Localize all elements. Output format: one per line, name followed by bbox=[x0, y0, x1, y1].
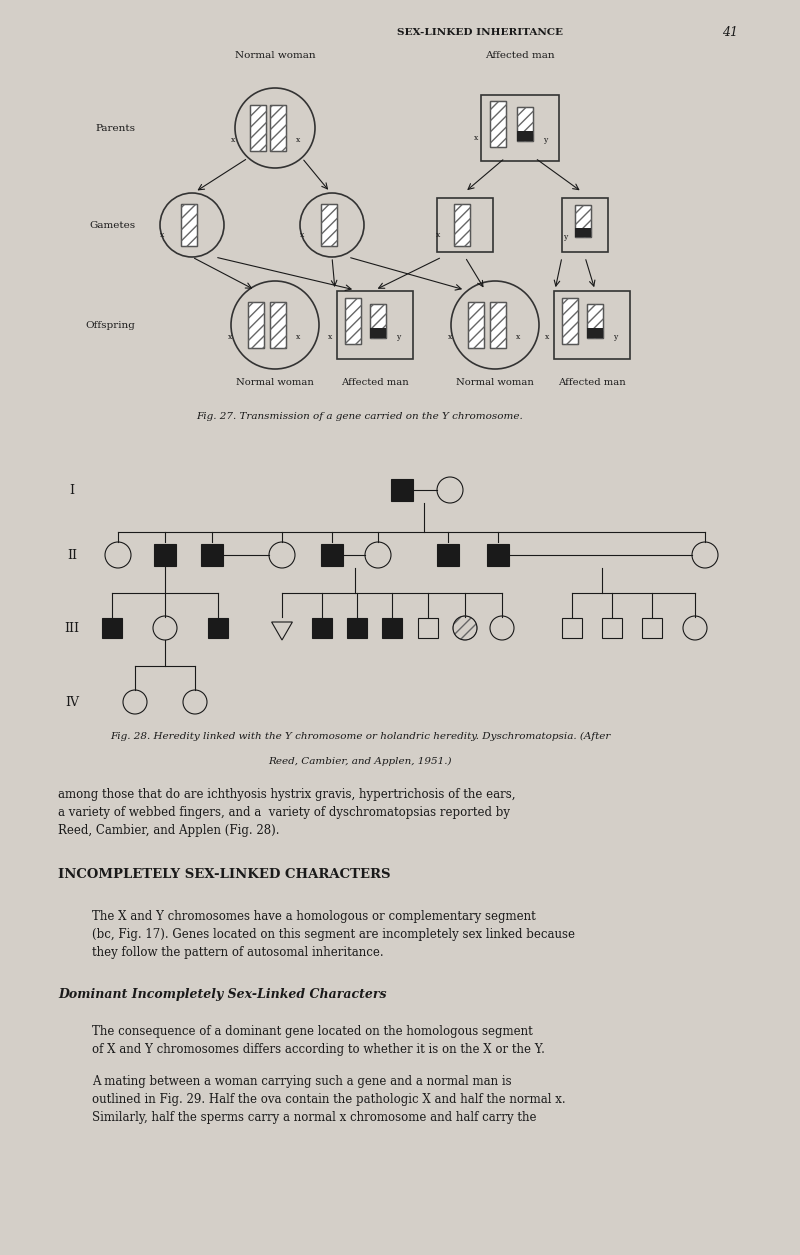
Bar bbox=[454, 205, 470, 246]
Bar bbox=[270, 105, 286, 151]
Text: Dominant Incompletely Sex-Linked Characters: Dominant Incompletely Sex-Linked Charact… bbox=[58, 988, 386, 1001]
Bar bbox=[102, 617, 122, 638]
Text: Normal woman: Normal woman bbox=[234, 51, 315, 60]
Text: INCOMPLETELY SEX-LINKED CHARACTERS: INCOMPLETELY SEX-LINKED CHARACTERS bbox=[58, 868, 390, 881]
Bar bbox=[250, 105, 266, 151]
Bar bbox=[250, 105, 266, 151]
Bar bbox=[321, 543, 343, 566]
Text: x: x bbox=[231, 136, 235, 144]
Bar bbox=[562, 297, 578, 344]
Bar bbox=[602, 617, 622, 638]
Text: A mating between a woman carrying such a gene and a normal man is
outlined in Fi: A mating between a woman carrying such a… bbox=[92, 1076, 566, 1124]
Text: IV: IV bbox=[65, 695, 79, 709]
Text: x: x bbox=[160, 231, 164, 238]
Text: III: III bbox=[65, 621, 79, 635]
Text: Affected man: Affected man bbox=[341, 378, 409, 387]
Bar bbox=[587, 304, 602, 338]
Bar bbox=[370, 304, 386, 338]
Bar bbox=[248, 302, 264, 348]
Text: y: y bbox=[543, 136, 547, 144]
Text: Reed, Cambier, and Applen, 1951.): Reed, Cambier, and Applen, 1951.) bbox=[268, 757, 452, 766]
Bar bbox=[208, 617, 228, 638]
Bar bbox=[518, 107, 533, 141]
Bar bbox=[270, 302, 286, 348]
Text: x: x bbox=[300, 231, 304, 238]
Text: x: x bbox=[296, 333, 300, 341]
Bar bbox=[270, 105, 286, 151]
Text: x: x bbox=[228, 333, 232, 341]
Text: Affected man: Affected man bbox=[558, 378, 626, 387]
Bar bbox=[322, 205, 337, 246]
Bar bbox=[346, 297, 361, 344]
Bar bbox=[487, 543, 509, 566]
Bar bbox=[468, 302, 484, 348]
Bar bbox=[587, 329, 602, 338]
Text: II: II bbox=[67, 548, 77, 561]
Text: 41: 41 bbox=[722, 25, 738, 39]
Bar bbox=[490, 100, 506, 147]
Bar bbox=[370, 304, 386, 338]
Bar bbox=[490, 302, 506, 348]
Text: x: x bbox=[474, 134, 478, 142]
Bar bbox=[248, 302, 264, 348]
Bar bbox=[346, 297, 361, 344]
Bar bbox=[347, 617, 367, 638]
Bar bbox=[391, 479, 413, 501]
Text: x: x bbox=[296, 136, 300, 144]
Bar bbox=[562, 297, 578, 344]
Bar bbox=[182, 205, 197, 246]
Text: Normal woman: Normal woman bbox=[236, 378, 314, 387]
Text: I: I bbox=[70, 483, 74, 497]
Bar bbox=[490, 100, 506, 147]
Bar bbox=[554, 291, 630, 359]
Bar bbox=[270, 302, 286, 348]
Text: Fig. 28. Heredity linked with the Y chromosome or holandric heredity. Dyschromat: Fig. 28. Heredity linked with the Y chro… bbox=[110, 732, 610, 742]
Text: y: y bbox=[613, 333, 617, 341]
Text: x: x bbox=[545, 333, 549, 341]
Text: Offspring: Offspring bbox=[85, 320, 135, 330]
Bar bbox=[562, 617, 582, 638]
Bar bbox=[418, 617, 438, 638]
Bar bbox=[312, 617, 332, 638]
Bar bbox=[370, 329, 386, 338]
Bar bbox=[518, 132, 533, 141]
Bar bbox=[575, 205, 590, 237]
Bar bbox=[468, 302, 484, 348]
Text: Affected man: Affected man bbox=[485, 51, 555, 60]
Text: Parents: Parents bbox=[95, 123, 135, 133]
Bar bbox=[490, 302, 506, 348]
Bar bbox=[454, 205, 470, 246]
Bar bbox=[154, 543, 176, 566]
Text: The X and Y chromosomes have a homologous or complementary segment
(bc, Fig. 17): The X and Y chromosomes have a homologou… bbox=[92, 910, 575, 959]
Text: x: x bbox=[516, 333, 520, 341]
Text: y: y bbox=[563, 233, 567, 241]
Text: The consequence of a dominant gene located on the homologous segment
of X and Y : The consequence of a dominant gene locat… bbox=[92, 1025, 545, 1055]
Text: x: x bbox=[448, 333, 452, 341]
Bar bbox=[587, 304, 602, 338]
Text: x: x bbox=[436, 231, 440, 238]
Bar bbox=[642, 617, 662, 638]
Bar bbox=[481, 95, 559, 161]
Text: y: y bbox=[396, 333, 400, 341]
Bar bbox=[437, 543, 459, 566]
Bar bbox=[322, 205, 337, 246]
Bar bbox=[382, 617, 402, 638]
Text: Normal woman: Normal woman bbox=[456, 378, 534, 387]
Text: Fig. 27. Transmission of a gene carried on the Y chromosome.: Fig. 27. Transmission of a gene carried … bbox=[197, 412, 523, 420]
Text: x: x bbox=[328, 333, 332, 341]
Bar bbox=[201, 543, 223, 566]
Bar bbox=[337, 291, 413, 359]
Bar bbox=[437, 198, 493, 252]
Text: Gametes: Gametes bbox=[89, 221, 135, 230]
Bar bbox=[562, 198, 608, 252]
Text: among those that do are ichthyosis hystrix gravis, hypertrichosis of the ears,
a: among those that do are ichthyosis hystr… bbox=[58, 788, 515, 837]
Bar bbox=[518, 107, 533, 141]
Bar bbox=[575, 228, 590, 237]
Bar bbox=[575, 205, 590, 237]
Text: SEX-LINKED INHERITANCE: SEX-LINKED INHERITANCE bbox=[397, 28, 563, 36]
Bar bbox=[182, 205, 197, 246]
